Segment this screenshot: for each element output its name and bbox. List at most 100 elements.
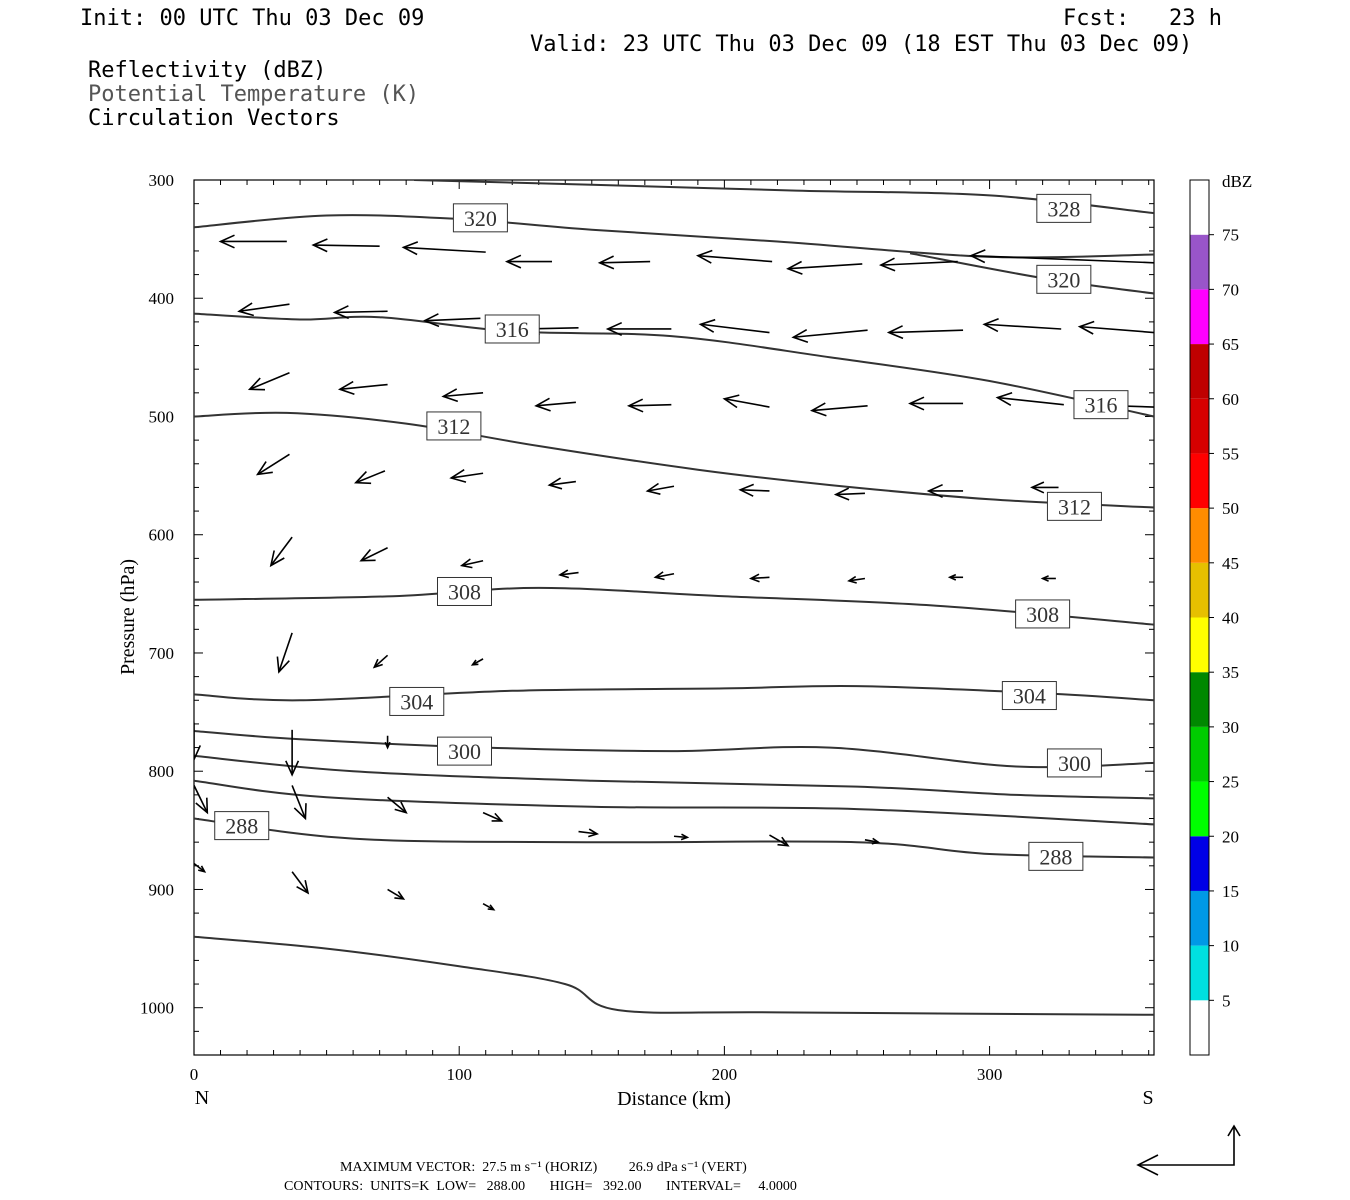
vector-shaft: [559, 571, 579, 576]
vector-head: [332, 305, 350, 320]
circulation-vector: [504, 254, 553, 269]
circulation-vector: [311, 238, 380, 253]
vector-shaft: [334, 310, 388, 314]
vector-head: [441, 388, 459, 403]
contour-label: 312: [1058, 494, 1091, 519]
x-end-label-south: S: [1142, 1087, 1153, 1109]
circulation-vector: [786, 260, 863, 275]
vector-head: [626, 398, 644, 413]
vector-head: [698, 318, 716, 333]
colorbar-units: dBZ: [1222, 172, 1252, 191]
colorbar-label: 35: [1222, 663, 1239, 682]
y-tick-label: 400: [149, 289, 175, 308]
legend-potential-temperature: Potential Temperature (K): [88, 82, 419, 107]
vector-shaft: [787, 263, 863, 270]
colorbar-segment: [1190, 1000, 1209, 1055]
vector-head: [680, 833, 690, 841]
y-tick-label: 300: [149, 171, 175, 190]
circulation-vector: [947, 573, 964, 581]
circulation-vector: [269, 536, 293, 568]
vector-head: [394, 801, 408, 814]
vector-head: [969, 249, 986, 264]
vector-shaft: [848, 577, 866, 582]
vector-head: [449, 469, 467, 483]
vector-head: [995, 392, 1013, 406]
contour-label-box: [484, 314, 540, 344]
contour-label: 300: [448, 739, 481, 764]
isentrope-line: [909, 252, 1154, 295]
vector-head: [1040, 575, 1049, 582]
vector-head: [695, 249, 713, 264]
colorbar-segment: [1190, 234, 1209, 290]
vector-head: [777, 836, 790, 847]
vector-shaft: [194, 862, 206, 873]
circulation-vector: [864, 837, 881, 845]
circulation-vector: [558, 569, 579, 579]
circulation-vector: [695, 249, 773, 264]
vector-head: [653, 571, 665, 581]
colorbar-label: 75: [1222, 226, 1239, 245]
vector-head: [487, 904, 496, 911]
circulation-vector: [449, 469, 484, 483]
y-tick-label: 900: [149, 880, 175, 899]
vector-head: [491, 812, 504, 822]
circulation-vector: [482, 902, 496, 911]
colorbar-segment: [1190, 453, 1209, 509]
contour-label: 316: [1084, 393, 1117, 418]
vector-head: [504, 254, 522, 269]
vector-head: [353, 471, 372, 485]
isentrope-line: [194, 312, 1154, 418]
vector-head: [311, 238, 328, 253]
contour-label: 320: [1047, 267, 1080, 292]
circulation-vector: [237, 302, 290, 317]
circulation-vector: [422, 313, 481, 328]
circulation-vector: [441, 388, 484, 403]
colorbar-label: 45: [1222, 554, 1239, 573]
colorbar-segment: [1190, 344, 1209, 399]
vector-head: [459, 558, 473, 569]
circulation-vector: [791, 329, 868, 343]
circulation-vector: [1040, 575, 1056, 582]
circulation-vector: [218, 234, 287, 249]
vector-shaft: [339, 383, 388, 391]
colorbar-segment: [1190, 836, 1209, 891]
vector-shaft: [835, 492, 865, 496]
vector-shaft: [700, 323, 770, 334]
vector-shaft: [424, 317, 481, 322]
vector-shaft: [740, 488, 770, 492]
colorbar-segment: [1190, 945, 1209, 1001]
vector-head: [908, 396, 925, 411]
colorbar-segment: [1190, 180, 1209, 235]
circulation-vector: [769, 834, 790, 847]
contour-label: 288: [1039, 844, 1072, 869]
contour-label-box: [214, 811, 270, 841]
circulation-vector: [673, 833, 690, 841]
vector-shaft: [472, 658, 484, 666]
vector-head: [296, 880, 310, 895]
vector-head: [394, 890, 406, 900]
circulation-vector: [1030, 481, 1059, 494]
vector-head: [276, 656, 290, 674]
circulation-vector: [276, 632, 293, 674]
vector-shaft: [387, 888, 404, 900]
vector-head: [871, 837, 881, 845]
vector-shaft: [1079, 325, 1154, 334]
contour-label-box: [452, 203, 508, 233]
vector-shaft: [750, 576, 770, 580]
vector-head: [194, 745, 202, 762]
contour-label-box: [436, 736, 492, 766]
max-vector-note: MAXIMUM VECTOR: 27.5 m s⁻¹ (HORIZ) 26.9 …: [340, 1160, 747, 1175]
colorbar-segment: [1190, 890, 1209, 946]
circulation-vector: [738, 483, 770, 497]
vector-head: [337, 380, 355, 395]
contour-label: 288: [225, 814, 258, 839]
vector-shaft: [673, 835, 688, 839]
legend-circulation-vectors: Circulation Vectors: [88, 106, 340, 131]
contour-label: 304: [400, 689, 433, 714]
vector-shaft: [451, 472, 484, 479]
y-axis-label: Pressure (hPa): [117, 559, 139, 675]
init-time: Init: 00 UTC Thu 03 Dec 09: [80, 6, 424, 31]
vector-shaft: [864, 839, 879, 843]
vector-shaft: [270, 536, 293, 566]
x-end-label-north: N: [195, 1087, 209, 1109]
